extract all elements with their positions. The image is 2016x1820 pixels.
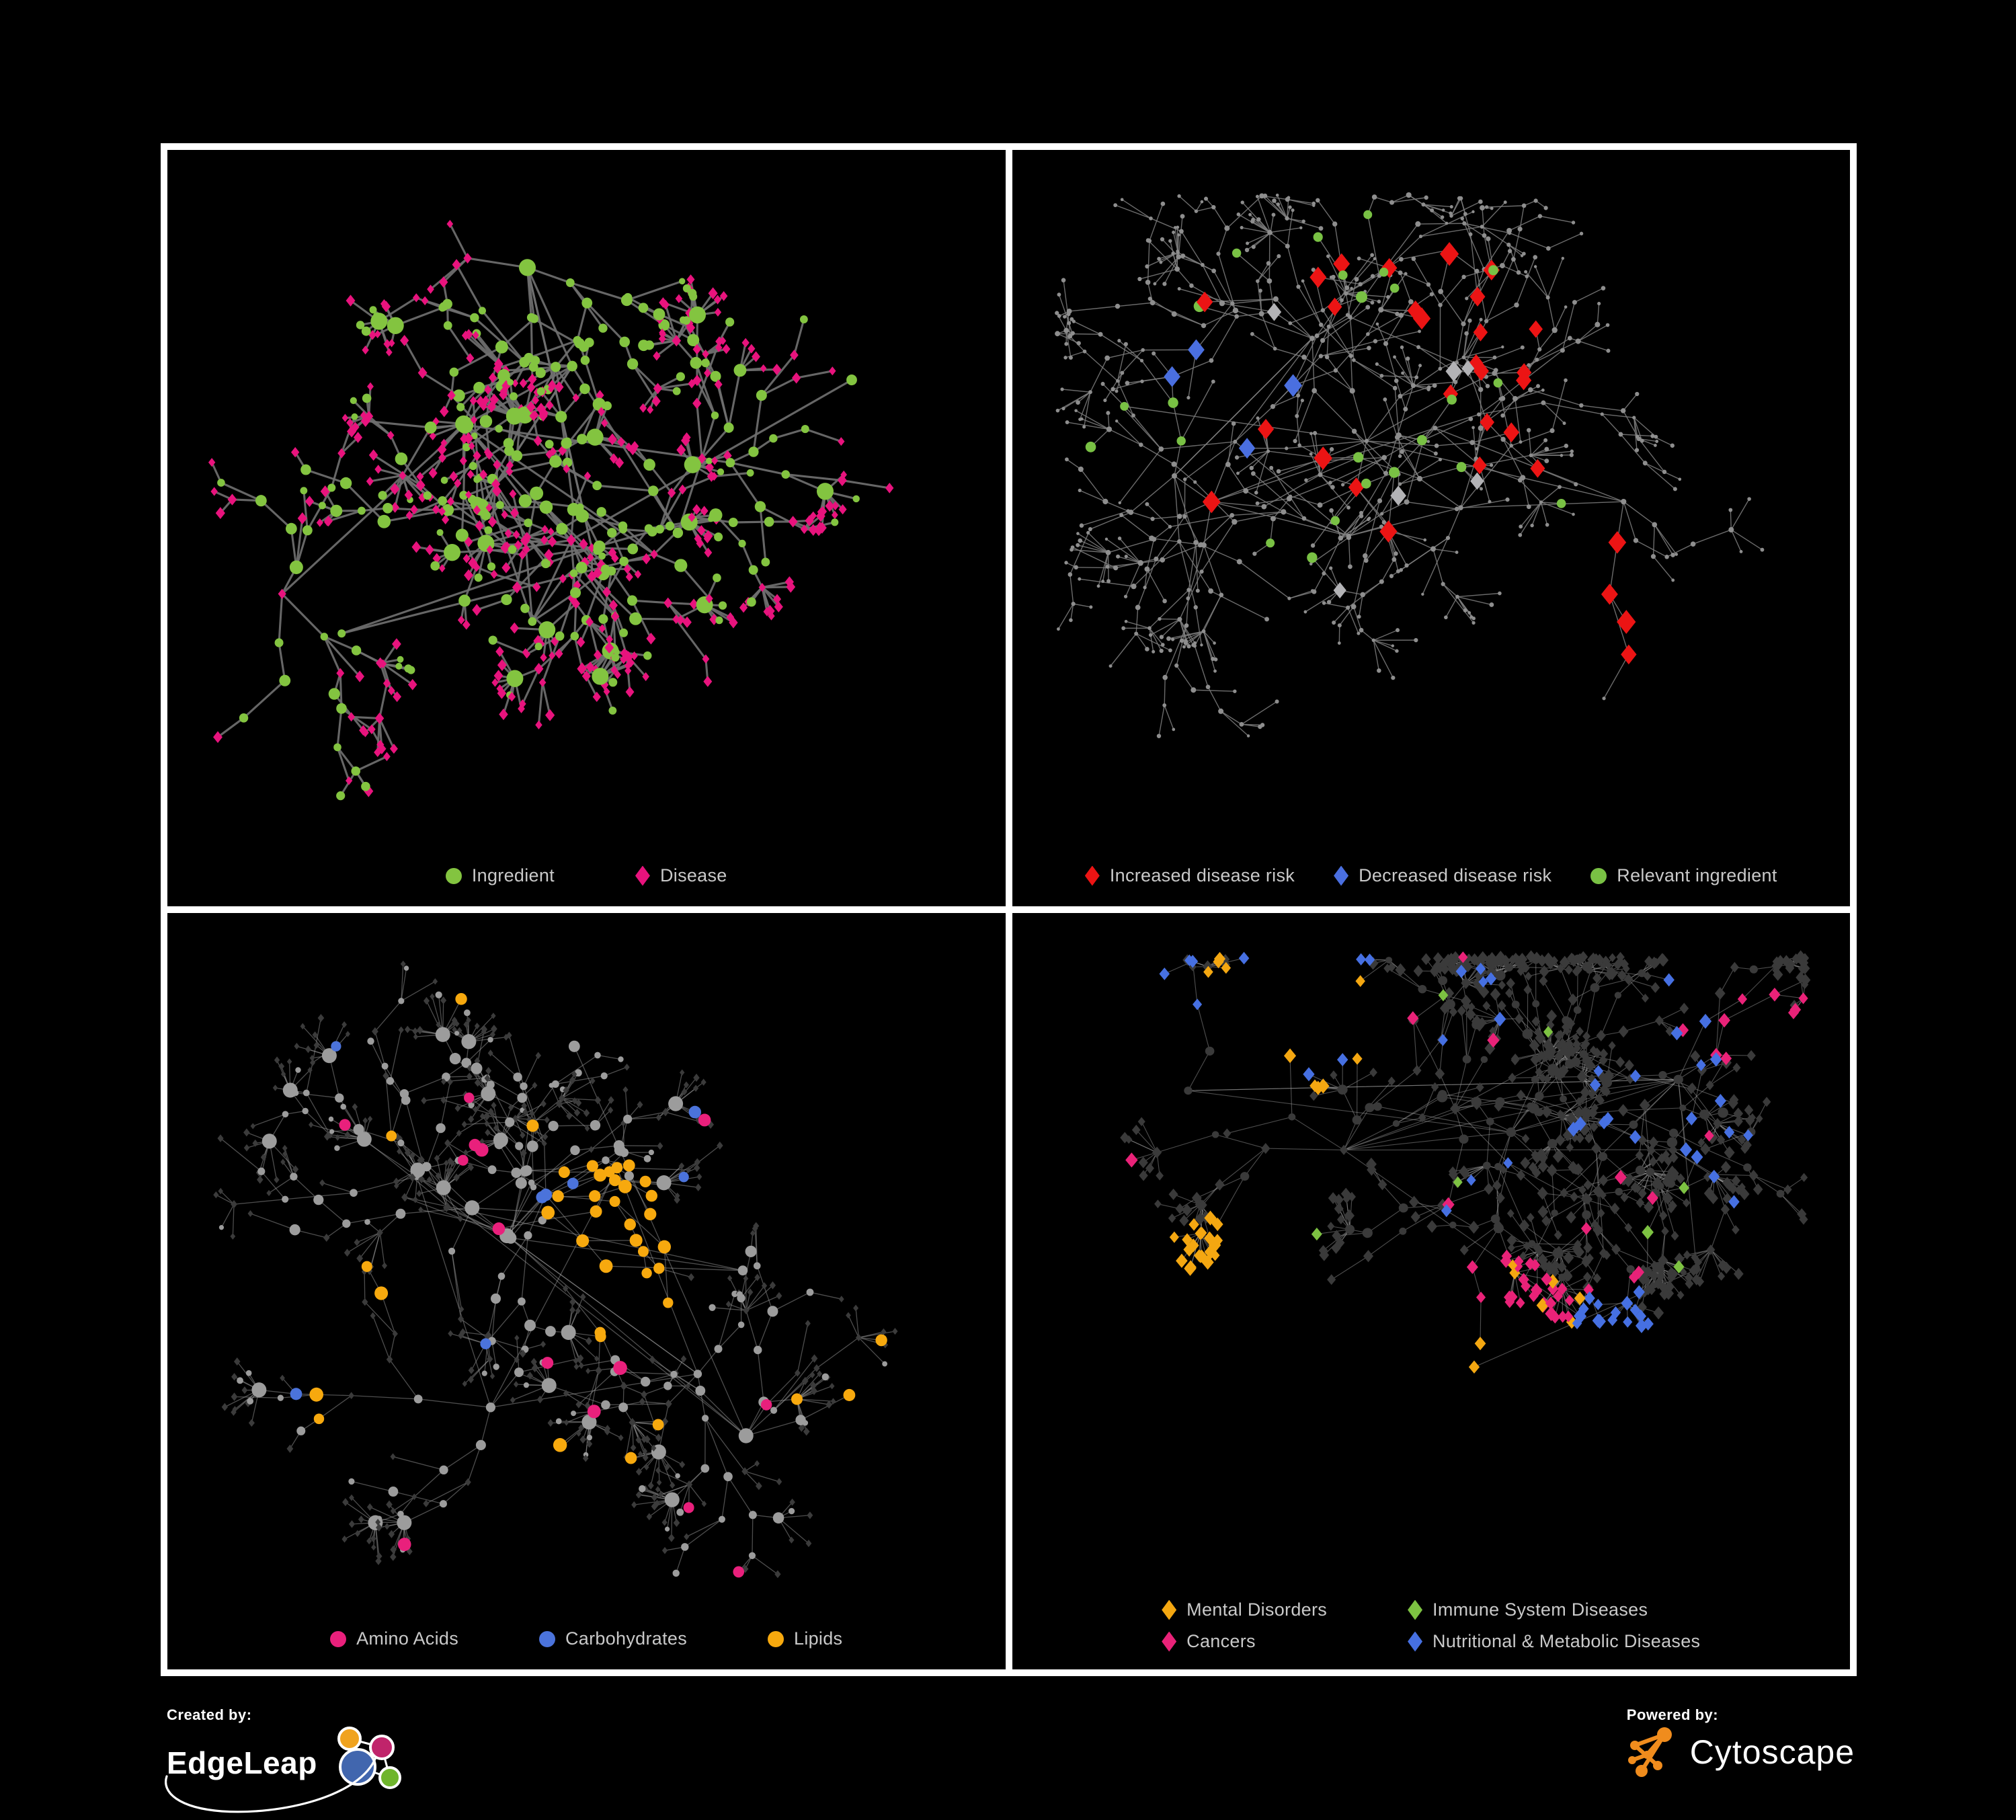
legend-item-immune-system-diseases: Immune System Diseases xyxy=(1408,1599,1700,1620)
legend-label: Nutritional & Metabolic Diseases xyxy=(1433,1631,1701,1651)
legend-item-carbohydrates: Carbohydrates xyxy=(539,1628,687,1649)
legend-label: Lipids xyxy=(794,1628,843,1649)
network-ingredient-disease xyxy=(208,219,894,801)
legend-item-decreased-risk: Decreased disease risk xyxy=(1334,865,1551,886)
amino-acids-swatch-icon xyxy=(330,1630,347,1647)
increased-risk-swatch-icon xyxy=(1084,865,1100,886)
legend-label: Decreased disease risk xyxy=(1359,865,1552,885)
cancers-swatch-icon xyxy=(1162,1631,1177,1652)
cytoscape-wordmark: Cytoscape xyxy=(1689,1733,1855,1771)
panel-grid: Ingredient Disease Increased disease ris… xyxy=(161,143,1857,1676)
network-disease-classes xyxy=(1119,950,1810,1374)
relevant-ingredient-swatch-icon xyxy=(1590,867,1607,884)
legend-item-lipids: Lipids xyxy=(768,1628,842,1649)
nutritional-metabolic-swatch-icon xyxy=(1408,1631,1423,1652)
legend-item-increased-risk: Increased disease risk xyxy=(1084,865,1295,886)
lipids-swatch-icon xyxy=(768,1630,784,1647)
legend-item-amino-acids: Amino Acids xyxy=(330,1628,458,1649)
legend-disease-classes: Mental Disorders Immune System Diseases … xyxy=(1012,1594,1851,1669)
created-by-label: Created by: xyxy=(167,1706,252,1723)
panel-ingredient-disease: Ingredient Disease xyxy=(167,150,1006,906)
legend-label: Mental Disorders xyxy=(1186,1599,1328,1620)
immune-system-swatch-icon xyxy=(1408,1599,1423,1620)
legend-item-relevant-ingredient: Relevant ingredient xyxy=(1590,865,1777,886)
legend-item-cancers: Cancers xyxy=(1162,1631,1327,1652)
carbohydrates-swatch-icon xyxy=(539,1630,555,1647)
legend-label: Increased disease risk xyxy=(1109,865,1295,885)
legend-label: Carbohydrates xyxy=(565,1628,687,1649)
legend-label: Amino Acids xyxy=(356,1628,458,1649)
footer: Created by: EdgeLeap xyxy=(165,1706,1855,1813)
legend-label: Cancers xyxy=(1186,1631,1256,1651)
legend-disease-risk: Increased disease risk Decreased disease… xyxy=(1012,860,1851,906)
legend-label: Ingredient xyxy=(471,865,555,885)
network-disease-risk xyxy=(1054,192,1764,738)
edgeleap-wordmark: EdgeLeap xyxy=(167,1745,317,1780)
legend-label: Disease xyxy=(659,865,727,885)
legend-item-mental-disorders: Mental Disorders xyxy=(1162,1599,1327,1620)
legend-label: Immune System Diseases xyxy=(1433,1599,1648,1620)
legend-item-nutritional-metabolic: Nutritional & Metabolic Diseases xyxy=(1408,1631,1700,1652)
powered-by-label: Powered by: xyxy=(1626,1706,1719,1723)
cytoscape-logo-icon xyxy=(1627,1727,1672,1777)
network-ingredient-classes xyxy=(213,960,898,1579)
disease-swatch-icon xyxy=(635,865,650,886)
cytoscape-brandline: Cytoscape xyxy=(1627,1725,1855,1779)
panel-disease-classes: Mental Disorders Immune System Diseases … xyxy=(1012,913,1851,1669)
mental-disorders-swatch-icon xyxy=(1162,1599,1177,1620)
ingredient-swatch-icon xyxy=(445,867,462,884)
edgeleap-brandline: EdgeLeap xyxy=(165,1725,411,1813)
legend-ingredient-classes: Amino Acids Carbohydrates Lipids xyxy=(167,1623,1006,1669)
legend-ingredient-disease: Ingredient Disease xyxy=(167,860,1006,906)
legend-item-disease: Disease xyxy=(635,865,727,886)
decreased-risk-swatch-icon xyxy=(1334,865,1349,886)
panel-ingredient-classes: Amino Acids Carbohydrates Lipids xyxy=(167,913,1006,1669)
edgeleap-logo-icon xyxy=(337,1727,401,1789)
legend-item-ingredient: Ingredient xyxy=(445,865,555,886)
legend-label: Relevant ingredient xyxy=(1617,865,1777,885)
powered-by-block: Powered by: Cy xyxy=(1627,1706,1855,1779)
created-by-block: Created by: EdgeLeap xyxy=(165,1706,411,1813)
panel-disease-risk: Increased disease risk Decreased disease… xyxy=(1012,150,1851,906)
